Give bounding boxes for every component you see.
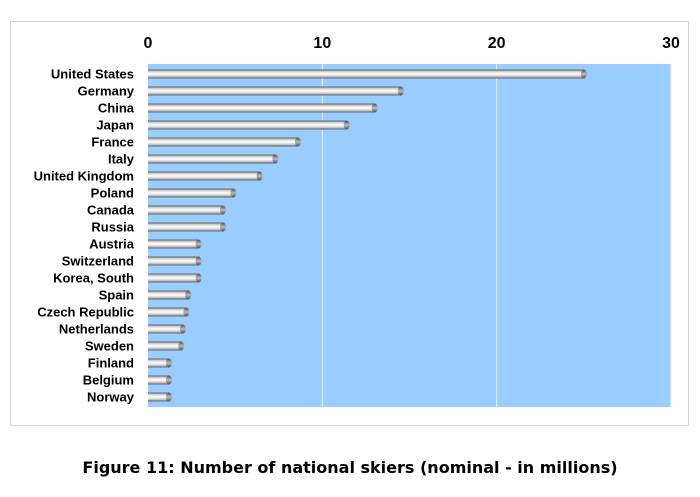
bar-cap — [165, 375, 172, 385]
category-label: Switzerland — [62, 254, 134, 269]
bar — [148, 392, 172, 402]
x-tick-label: 0 — [144, 35, 153, 52]
bar-cap — [185, 290, 192, 300]
bar-cap — [256, 171, 263, 181]
bar-cap — [230, 188, 237, 198]
bar-body — [148, 256, 199, 266]
bar-body — [148, 188, 234, 198]
bar-body — [148, 120, 347, 130]
bar-cap — [165, 392, 172, 402]
bar-body — [148, 375, 169, 385]
category-label: Italy — [108, 152, 135, 167]
bar-cap — [165, 358, 172, 368]
category-label: Sweden — [85, 339, 134, 354]
bar — [148, 256, 202, 266]
bar-body — [148, 273, 199, 283]
bar-body — [148, 392, 169, 402]
bar-body — [148, 137, 298, 147]
figure-caption: Figure 11: Number of national skiers (no… — [82, 458, 618, 477]
bar-cap — [195, 256, 202, 266]
bar — [148, 358, 172, 368]
bar-body — [148, 154, 276, 164]
category-label: Netherlands — [59, 322, 134, 337]
category-label: Poland — [91, 186, 134, 201]
bar-body — [148, 290, 189, 300]
bar — [148, 375, 172, 385]
x-tick-label: 30 — [662, 35, 680, 52]
bar-cap — [272, 154, 279, 164]
category-label: United Kingdom — [34, 169, 134, 184]
x-tick-label: 20 — [488, 35, 506, 52]
bar-cap — [195, 273, 202, 283]
bar — [148, 137, 301, 147]
bar — [148, 205, 226, 215]
bar-body — [148, 222, 223, 232]
bar-body — [148, 358, 169, 368]
bar-cap — [179, 324, 186, 334]
bar — [148, 324, 186, 334]
bar — [148, 290, 192, 300]
plot-area — [148, 64, 671, 407]
category-label: Austria — [89, 237, 135, 252]
category-label: Russia — [91, 220, 134, 235]
bar — [148, 307, 190, 317]
bar-body — [148, 69, 584, 79]
bar-body — [148, 341, 182, 351]
category-label: United States — [51, 67, 134, 82]
category-label: Belgium — [83, 373, 134, 388]
category-label: Finland — [88, 356, 134, 371]
bar-cap — [183, 307, 190, 317]
bar-cap — [219, 222, 226, 232]
category-label: Norway — [87, 390, 135, 405]
bar — [148, 103, 378, 113]
bar — [148, 222, 226, 232]
bar — [148, 341, 185, 351]
category-label: France — [91, 135, 134, 150]
bar-cap — [397, 86, 404, 96]
category-label: China — [98, 101, 135, 116]
bar — [148, 120, 350, 130]
bar — [148, 239, 202, 249]
bar-body — [148, 171, 260, 181]
bar-body — [148, 86, 401, 96]
bar-cap — [294, 137, 301, 147]
category-label: Canada — [87, 203, 135, 218]
bar — [148, 86, 404, 96]
bar-body — [148, 239, 199, 249]
bar-cap — [219, 205, 226, 215]
bar — [148, 188, 237, 198]
bar-cap — [343, 120, 350, 130]
bar — [148, 69, 587, 79]
bar-cap — [580, 69, 587, 79]
bar — [148, 154, 279, 164]
category-label: Japan — [96, 118, 134, 133]
bar-cap — [371, 103, 378, 113]
bar-body — [148, 324, 183, 334]
bar — [148, 171, 263, 181]
category-label: Czech Republic — [37, 305, 134, 320]
category-label: Spain — [99, 288, 134, 303]
x-tick-label: 10 — [313, 35, 331, 52]
bar-cap — [178, 341, 185, 351]
category-label: Germany — [78, 84, 135, 99]
bar-body — [148, 205, 223, 215]
bar — [148, 273, 202, 283]
bar-cap — [195, 239, 202, 249]
category-label: Korea, South — [53, 271, 134, 286]
bar-body — [148, 103, 375, 113]
bar-body — [148, 307, 187, 317]
